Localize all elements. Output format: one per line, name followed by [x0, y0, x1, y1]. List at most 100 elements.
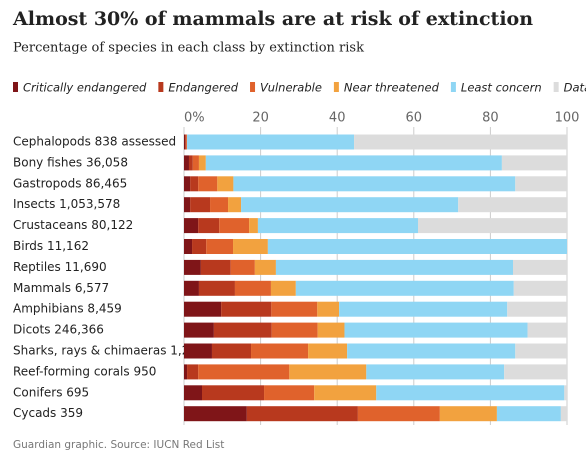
x-tick-label: 100 [555, 111, 580, 126]
bar-segment [507, 301, 567, 317]
bar-segment [184, 280, 199, 296]
y-tick-label: Conifers 695 [13, 385, 89, 399]
bar-segment [192, 239, 207, 254]
bar-segment [246, 406, 358, 422]
bar-segment [202, 385, 265, 401]
bar-segment [339, 301, 508, 317]
bar-segment [234, 280, 271, 296]
y-tick-label: Gastropods 86,465 [13, 176, 127, 190]
bar-segment [317, 322, 345, 338]
y-tick-label: Sharks, rays & chimaeras 1,224 [13, 344, 205, 358]
y-tick-label: Reptiles 11,690 [13, 260, 107, 274]
bar-segment [184, 385, 203, 401]
legend-swatch [553, 82, 559, 92]
bar-segment [458, 197, 567, 213]
bar-segment [205, 155, 502, 171]
bar-segment [184, 155, 189, 171]
y-tick-label: Birds 11,162 [13, 239, 89, 253]
legend-label: Data deficient [564, 81, 586, 95]
bar-segment [228, 197, 242, 213]
x-tick-label: 80 [482, 111, 499, 126]
bar-segment [206, 239, 234, 254]
legend-label: Near threatened [344, 81, 440, 95]
bar-segment [271, 322, 318, 338]
legend-swatch [450, 82, 456, 92]
bar-segment [198, 364, 290, 380]
bar-segment [221, 301, 272, 317]
bar-segment [308, 343, 348, 359]
bar-segment [184, 364, 188, 380]
legend-swatch [250, 82, 256, 92]
x-tick-label: 40 [329, 111, 346, 126]
bar-segment [513, 280, 567, 296]
bar-segment [251, 343, 309, 359]
bar-segment [267, 239, 567, 254]
bar-segment [192, 155, 199, 171]
bar-segment [187, 134, 355, 150]
bar-segment [496, 406, 561, 422]
bar-segment [344, 322, 528, 338]
bar-segment [564, 385, 567, 401]
bar-segment [501, 155, 567, 171]
bar-segment [184, 406, 247, 422]
bar-segment [184, 301, 222, 317]
legend-label: Endangered [168, 81, 238, 95]
bar-segment [275, 259, 513, 275]
bar-segment [264, 385, 315, 401]
bar-segment [357, 406, 440, 422]
legend-label: Vulnerable [260, 81, 322, 95]
bar-segment [249, 218, 258, 234]
bar-segment [187, 364, 199, 380]
bar-segment [512, 259, 567, 275]
y-tick-label: Mammals 6,577 [13, 281, 109, 295]
x-tick-label: 0% [184, 111, 205, 126]
y-tick-label: Cycads 359 [13, 406, 83, 420]
bar-segment [270, 280, 296, 296]
y-tick-label: Crustaceans 80,122 [13, 218, 133, 232]
y-tick-label: Insects 1,053,578 [13, 197, 120, 211]
bar-segment [317, 301, 340, 317]
bar-segment [418, 218, 567, 234]
bar-segment [190, 176, 199, 192]
bar-segment [211, 343, 252, 359]
bar-segment [233, 239, 268, 254]
bar-segment [515, 343, 567, 359]
bar-segment [504, 364, 567, 380]
bar-segment [314, 385, 377, 401]
bar-segment [515, 176, 567, 192]
bar-segment [184, 197, 191, 213]
legend-label: Least concern [461, 81, 542, 95]
y-tick-label: Reef-forming corals 950 [13, 364, 156, 378]
bar-segment [198, 155, 206, 171]
legend-swatch [333, 82, 339, 92]
bar-segment [184, 176, 191, 192]
bar-segment [347, 343, 516, 359]
bar-segment [184, 218, 199, 234]
bar-segment [527, 322, 567, 338]
bar-segment [186, 134, 188, 150]
bar-segment [190, 197, 211, 213]
x-tick-label: 20 [252, 111, 269, 126]
y-tick-label: Cephalopods 838 assessed [13, 135, 176, 149]
y-tick-label: Bony fishes 36,058 [13, 155, 128, 169]
y-tick-label: Amphibians 8,459 [13, 302, 122, 316]
x-tick-label: 60 [406, 111, 423, 126]
bar-segment [184, 134, 186, 150]
legend-label: Critically endangered [23, 81, 147, 95]
bar-segment [230, 259, 255, 275]
bar-segment [198, 218, 220, 234]
bar-segment [219, 218, 250, 234]
bar-segment [184, 322, 214, 338]
bar-segment [233, 176, 516, 192]
chart-subtitle: Percentage of species in each class by e… [13, 41, 364, 56]
source-note: Guardian graphic. Source: IUCN Red List [13, 439, 224, 451]
bar-segment [184, 343, 212, 359]
bar-segment [366, 364, 505, 380]
bar-segment [295, 280, 514, 296]
legend-swatch [158, 82, 164, 92]
bar-segment [439, 406, 497, 422]
bar-segment [289, 364, 367, 380]
legend-swatch [13, 82, 18, 92]
bar-segment [213, 322, 272, 338]
